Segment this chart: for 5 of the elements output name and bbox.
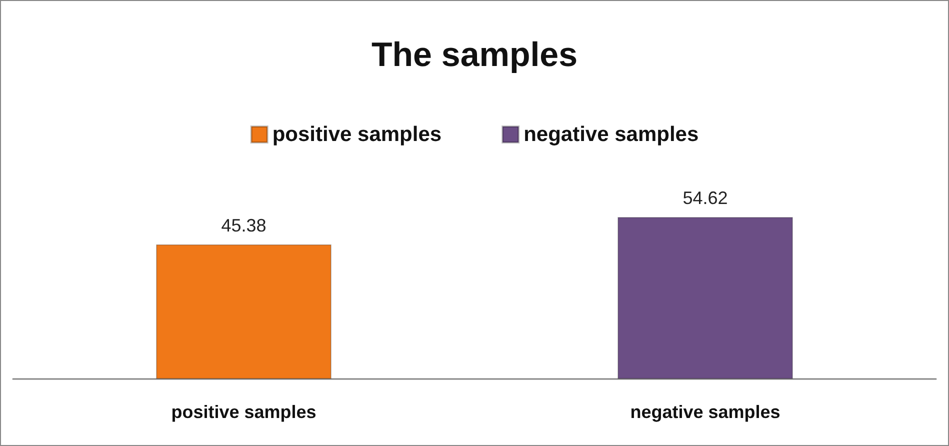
legend-label: negative samples bbox=[524, 123, 699, 146]
data-label: 54.62 bbox=[682, 188, 728, 208]
data-label: 45.38 bbox=[221, 215, 266, 236]
legend-label: positive samples bbox=[272, 123, 442, 146]
chart-title: The samples bbox=[372, 36, 578, 74]
